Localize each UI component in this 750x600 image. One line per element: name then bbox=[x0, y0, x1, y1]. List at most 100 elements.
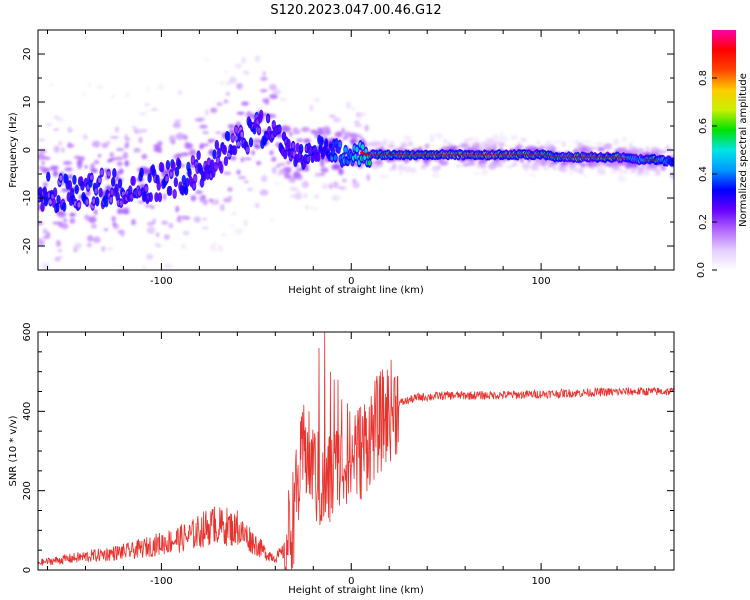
heatmap-speckle bbox=[343, 131, 353, 138]
heatmap-speckle bbox=[277, 162, 286, 166]
heatmap-speckle bbox=[116, 156, 124, 160]
heatmap-speckle bbox=[642, 169, 650, 177]
colorbar-gradient bbox=[712, 30, 736, 270]
heatmap-speckle bbox=[218, 244, 222, 251]
ridge-outer bbox=[156, 180, 161, 191]
heatmap-speckle bbox=[61, 188, 68, 192]
heatmap-speckle bbox=[506, 165, 514, 169]
heatmap-speckle bbox=[268, 83, 277, 91]
ridge-inner bbox=[234, 126, 238, 133]
heatmap-speckle bbox=[215, 131, 221, 134]
ridge-outer bbox=[226, 131, 231, 142]
heatmap-speckle bbox=[93, 159, 100, 165]
ridge-inner bbox=[119, 200, 123, 206]
heatmap-speckle bbox=[341, 127, 345, 134]
snr-background bbox=[38, 332, 674, 570]
heatmap-speckle bbox=[110, 136, 120, 139]
heatmap-speckle bbox=[535, 140, 541, 145]
heatmap-speckle bbox=[561, 140, 567, 147]
heatmap-speckle bbox=[286, 126, 291, 133]
heatmap-speckle bbox=[175, 205, 180, 213]
heatmap-speckle bbox=[331, 194, 341, 202]
heatmap-speckle bbox=[285, 174, 292, 179]
heatmap-speckle bbox=[201, 226, 209, 230]
ridge-inner bbox=[165, 175, 169, 182]
ridge-inner bbox=[89, 174, 94, 181]
heatmap-speckle bbox=[146, 226, 156, 234]
y-tick-label: 400 bbox=[22, 402, 33, 421]
ridge-inner bbox=[77, 202, 81, 208]
heatmap-speckle bbox=[353, 134, 363, 138]
ridge-outer bbox=[154, 192, 159, 203]
heatmap-speckle bbox=[38, 102, 43, 105]
heatmap-speckle bbox=[42, 262, 50, 270]
ridge-inner bbox=[320, 138, 324, 145]
heatmap-speckle bbox=[319, 128, 324, 136]
heatmap-speckle bbox=[475, 144, 480, 150]
figure-title: S120.2023.047.00.46.G12 bbox=[270, 3, 441, 18]
ridge-outer bbox=[117, 178, 123, 189]
heatmap-speckle bbox=[373, 166, 377, 170]
heatmap-speckle bbox=[43, 182, 48, 187]
x-tick-label: 0 bbox=[348, 576, 354, 587]
heatmap-speckle bbox=[301, 126, 310, 133]
heatmap-speckle bbox=[87, 82, 92, 88]
heatmap-speckle bbox=[437, 164, 441, 171]
heatmap-speckle bbox=[144, 102, 150, 107]
heatmap-speckle bbox=[288, 131, 293, 137]
heatmap-speckle bbox=[321, 183, 329, 190]
ridge-inner bbox=[94, 188, 98, 194]
colorbar: 0.0 0.2 0.4 0.6 0.8 Normalized spectral ampl… bbox=[696, 30, 749, 278]
heatmap-speckle bbox=[177, 89, 183, 96]
snr-ylabel: SNR (10 * v/v) bbox=[8, 415, 19, 486]
heatmap-speckle bbox=[168, 223, 174, 229]
heatmap-speckle bbox=[618, 172, 623, 178]
heatmap-speckle bbox=[328, 114, 336, 118]
ridge-outer bbox=[55, 202, 60, 213]
heatmap-speckle bbox=[597, 147, 606, 152]
heatmap-speckle bbox=[338, 168, 343, 174]
heatmap-speckle bbox=[510, 135, 515, 141]
heatmap-speckle bbox=[82, 91, 86, 97]
heatmap-speckle bbox=[356, 112, 360, 116]
heatmap-speckle bbox=[227, 124, 235, 129]
heatmap-speckle bbox=[402, 135, 412, 141]
heatmap-speckle bbox=[91, 223, 97, 229]
heatmap-speckle bbox=[204, 57, 210, 61]
y-tick-label: 20 bbox=[22, 48, 33, 61]
ridge-inner bbox=[265, 133, 269, 139]
heatmap-speckle bbox=[115, 148, 125, 152]
heatmap-speckle bbox=[131, 125, 137, 129]
ridge-inner bbox=[169, 171, 173, 177]
heatmap-speckle bbox=[333, 117, 341, 123]
heatmap-ridge-layer bbox=[38, 109, 674, 214]
heatmap-speckle bbox=[144, 204, 152, 208]
heatmap-speckle bbox=[181, 244, 187, 249]
heatmap-speckle bbox=[122, 211, 130, 215]
ridge-outer bbox=[171, 161, 176, 172]
heatmap-speckle bbox=[90, 168, 98, 173]
ridge-outer bbox=[219, 163, 224, 174]
ridge-outer bbox=[148, 192, 153, 203]
heatmap-speckle bbox=[328, 183, 333, 190]
heatmap-speckle bbox=[294, 193, 303, 200]
heatmap-speckle bbox=[74, 243, 82, 249]
y-tick-label: 0 bbox=[22, 567, 33, 573]
heatmap-speckle bbox=[157, 141, 163, 145]
heatmap-speckle bbox=[210, 244, 214, 249]
heatmap-speckle bbox=[320, 167, 329, 173]
ridge-inner bbox=[207, 159, 211, 166]
heatmap-speckle bbox=[58, 255, 63, 259]
heatmap-speckle bbox=[195, 190, 203, 195]
ridge-inner bbox=[193, 175, 197, 182]
heatmap-speckle bbox=[542, 167, 549, 171]
heatmap-speckle bbox=[61, 147, 65, 154]
heatmap-speckle bbox=[286, 160, 292, 165]
ridge-outer bbox=[295, 142, 300, 153]
ridge-outer bbox=[139, 167, 144, 178]
heatmap-speckle bbox=[429, 138, 434, 143]
heatmap-speckle bbox=[225, 91, 231, 97]
heatmap-speckle bbox=[366, 142, 374, 147]
